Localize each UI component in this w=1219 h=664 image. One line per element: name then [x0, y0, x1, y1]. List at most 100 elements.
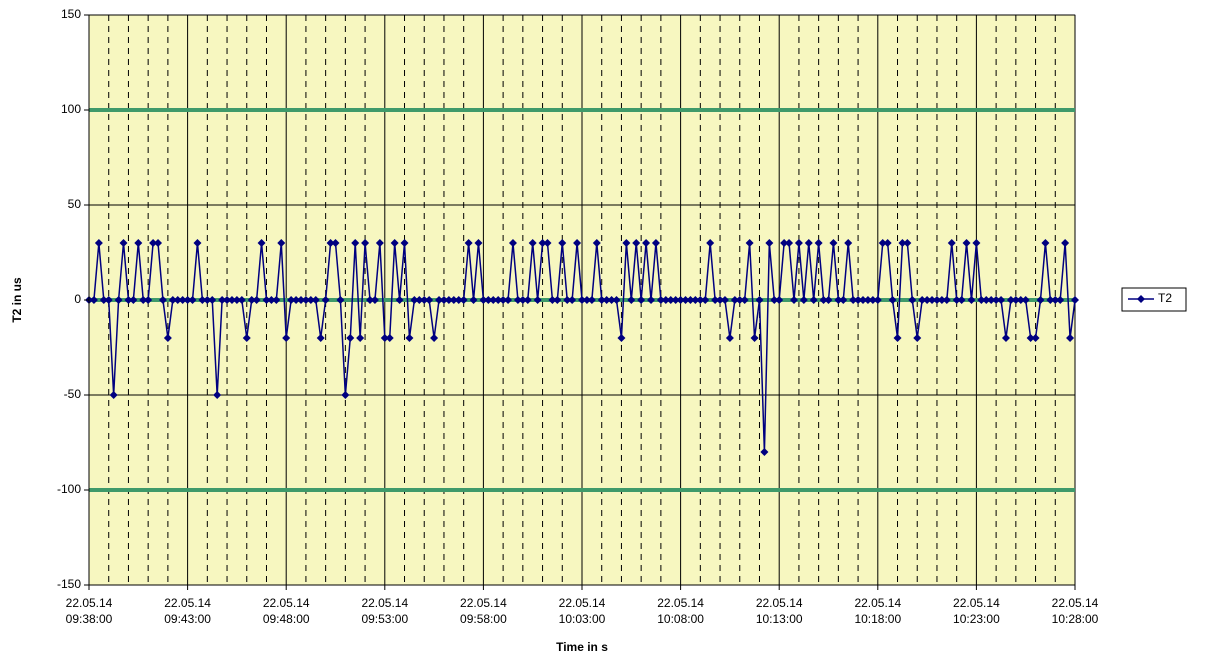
data-point: [1001, 334, 1010, 342]
data-point: [1061, 239, 1070, 247]
x-tick-label: 22.05.14 10:03:00: [559, 596, 606, 626]
data-point: [987, 296, 996, 304]
data-point: [952, 296, 961, 304]
y-tick-label: -100: [57, 482, 81, 496]
data-point: [94, 239, 103, 247]
data-point: [425, 296, 434, 304]
x-tick-label: 22.05.14 10:18:00: [854, 596, 901, 626]
data-point: [129, 296, 138, 304]
data-point: [326, 239, 335, 247]
data-point: [686, 296, 695, 304]
data-point: [321, 296, 330, 304]
data-point: [745, 239, 754, 247]
data-point: [617, 334, 626, 342]
data-point: [504, 296, 513, 304]
data-point: [947, 239, 956, 247]
data-point: [878, 239, 887, 247]
data-point: [390, 239, 399, 247]
data-point: [351, 239, 360, 247]
data-point: [494, 296, 503, 304]
data-point: [341, 391, 350, 399]
data-point: [193, 239, 202, 247]
data-point: [834, 296, 843, 304]
data-point: [839, 296, 848, 304]
data-point: [666, 296, 675, 304]
data-point: [543, 239, 552, 247]
data-point: [109, 391, 118, 399]
data-point: [114, 296, 123, 304]
data-point: [435, 296, 444, 304]
data-point: [252, 296, 261, 304]
data-point: [765, 239, 774, 247]
data-point: [370, 296, 379, 304]
data-point: [188, 296, 197, 304]
data-point: [755, 296, 764, 304]
data-point: [622, 239, 631, 247]
y-tick-label: 0: [74, 292, 81, 306]
data-point: [518, 296, 527, 304]
x-tick-label: 22.05.14 09:53:00: [361, 596, 408, 626]
data-point: [789, 296, 798, 304]
data-point: [149, 239, 158, 247]
data-point: [124, 296, 133, 304]
data-point: [592, 239, 601, 247]
data-point: [119, 239, 128, 247]
data-point: [582, 296, 591, 304]
data-point: [977, 296, 986, 304]
legend: T2: [1121, 287, 1187, 312]
data-point: [725, 334, 734, 342]
data-point: [716, 296, 725, 304]
data-point: [158, 296, 167, 304]
data-point: [859, 296, 868, 304]
data-point: [1071, 296, 1079, 304]
data-point: [696, 296, 705, 304]
data-point: [361, 239, 370, 247]
data-point: [203, 296, 212, 304]
data-point: [908, 296, 917, 304]
data-point: [844, 239, 853, 247]
data-point: [632, 239, 641, 247]
data-point: [1041, 239, 1050, 247]
x-tick-label: 22.05.14 10:13:00: [756, 596, 803, 626]
data-point: [237, 296, 246, 304]
data-point: [681, 296, 690, 304]
data-point: [553, 296, 562, 304]
data-point: [597, 296, 606, 304]
data-point: [730, 296, 739, 304]
data-point: [262, 296, 271, 304]
y-axis-title: T2 in us: [10, 277, 24, 323]
data-point: [957, 296, 966, 304]
data-point: [464, 239, 473, 247]
data-point: [740, 296, 749, 304]
data-point: [962, 239, 971, 247]
data-point: [548, 296, 557, 304]
data-point: [893, 334, 902, 342]
data-point: [134, 239, 143, 247]
data-point: [775, 296, 784, 304]
data-point: [770, 296, 779, 304]
data-point: [1011, 296, 1020, 304]
data-point: [799, 296, 808, 304]
data-point: [676, 296, 685, 304]
data-point: [794, 239, 803, 247]
data-point: [242, 334, 251, 342]
data-point: [602, 296, 611, 304]
data-point: [558, 239, 567, 247]
data-point: [287, 296, 296, 304]
data-point: [612, 296, 621, 304]
x-tick-label: 22.05.14 10:23:00: [953, 596, 1000, 626]
data-point: [809, 296, 818, 304]
x-tick-label: 22.05.14 09:38:00: [66, 596, 113, 626]
data-point: [208, 296, 217, 304]
x-tick-label: 22.05.14 09:58:00: [460, 596, 507, 626]
data-point: [444, 296, 453, 304]
data-point: [538, 239, 547, 247]
data-point: [282, 334, 291, 342]
data-point: [385, 334, 394, 342]
data-point: [819, 296, 828, 304]
data-point: [997, 296, 1006, 304]
data-point: [1046, 296, 1055, 304]
data-point: [528, 239, 537, 247]
data-point: [257, 239, 266, 247]
data-point: [380, 334, 389, 342]
